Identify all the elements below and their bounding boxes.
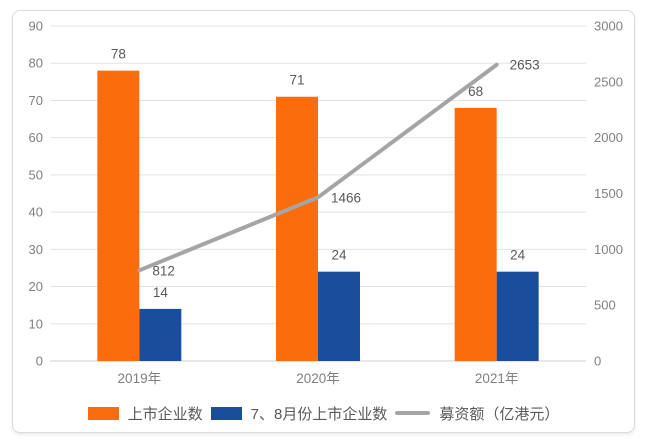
legend-swatch-bar2 <box>210 406 242 420</box>
left-axis-tick-label: 80 <box>29 56 43 71</box>
combo-chart: 0 10 20 30 40 50 60 70 80 90 0 500 1000 1500 2000 2500 3… <box>29 19 623 387</box>
legend-label-bar2: 7、8月份上市企业数 <box>250 405 388 423</box>
legend-label-bar1: 上市企业数 <box>127 405 203 423</box>
x-axis-label: 2020年 <box>296 371 340 386</box>
bar-jul-aug <box>139 308 182 361</box>
bar-listed-companies <box>276 96 318 361</box>
bar-jul-aug <box>318 271 360 361</box>
left-axis-tick-label: 70 <box>29 93 43 108</box>
chart-card: 0 10 20 30 40 50 60 70 80 90 0 500 1000 1500 2000 2500 3… <box>12 10 635 433</box>
bar-data-label: 24 <box>331 248 347 263</box>
line-data-label: 1466 <box>331 190 361 205</box>
bar-data-label: 71 <box>289 73 304 88</box>
left-axis-tick-label: 30 <box>29 242 43 257</box>
bar-data-label: 24 <box>510 248 526 263</box>
legend-swatch-line <box>395 411 431 415</box>
right-axis-tick-label: 0 <box>594 354 601 369</box>
line-data-label: 812 <box>152 263 175 278</box>
bar-jul-aug <box>496 271 539 361</box>
legend-label-line: 募资额（亿港元） <box>439 405 560 423</box>
right-axis-tick-label: 3000 <box>594 19 623 34</box>
left-axis-tick-label: 40 <box>29 205 43 220</box>
left-axis-tick-label: 90 <box>29 19 43 34</box>
x-axis-label: 2021年 <box>475 371 519 386</box>
left-axis-tick-label: 10 <box>29 316 43 331</box>
legend-item-jul-aug-listed-companies: 7、8月份上市企业数 <box>210 403 388 424</box>
bar-data-label: 68 <box>468 84 483 99</box>
trend-line <box>137 62 499 273</box>
left-axis-tick-label: 50 <box>29 167 43 182</box>
left-axis-tick-label: 60 <box>29 130 43 145</box>
chart-legend: 上市企业数 7、8月份上市企业数 募资额（亿港元） <box>13 402 634 424</box>
legend-swatch-bar1 <box>87 406 119 420</box>
right-axis-tick-label: 1000 <box>594 242 623 257</box>
left-axis-tick-label: 20 <box>29 279 43 294</box>
right-axis-tick-label: 1500 <box>594 186 623 201</box>
right-axis-tick-label: 2500 <box>594 74 623 89</box>
left-axis-tick-label: 0 <box>36 354 43 369</box>
x-axis-label: 2019年 <box>118 371 162 386</box>
legend-item-listed-companies: 上市企业数 <box>87 403 203 424</box>
bar-listed-companies <box>97 70 140 361</box>
right-axis-tick-label: 500 <box>594 298 616 313</box>
bar-data-label: 14 <box>153 285 169 300</box>
right-axis-tick-label: 2000 <box>594 130 623 145</box>
line-data-label: 2653 <box>510 58 540 73</box>
bar-data-label: 78 <box>111 47 126 62</box>
bar-listed-companies <box>454 107 497 361</box>
legend-item-funds-raised: 募资额（亿港元） <box>395 403 559 424</box>
